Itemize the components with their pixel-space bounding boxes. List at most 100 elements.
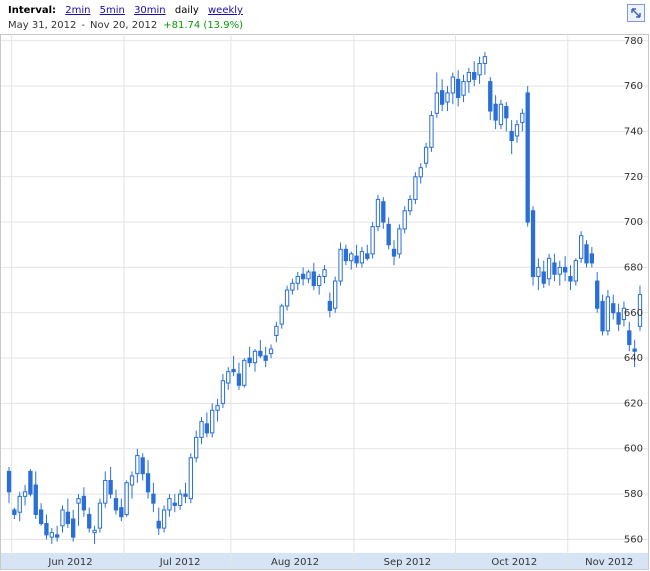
candle-body xyxy=(589,253,595,264)
candle-body xyxy=(274,325,279,336)
expand-button[interactable] xyxy=(627,4,645,22)
y-tick-label: 620 xyxy=(624,398,643,409)
candle-body xyxy=(135,455,140,475)
candle-body xyxy=(60,509,65,527)
candle-body xyxy=(145,473,151,493)
candle-body xyxy=(637,294,643,327)
candle-body xyxy=(172,502,177,506)
grid xyxy=(1,34,648,569)
candle-body xyxy=(140,457,145,475)
candle-body xyxy=(279,305,284,325)
y-tick-label: 560 xyxy=(624,534,643,545)
y-tick-label: 640 xyxy=(624,353,643,364)
candle-body xyxy=(38,509,44,525)
candle-body xyxy=(161,509,167,529)
candle-body xyxy=(493,103,498,121)
candle-body xyxy=(119,507,124,518)
interval-option[interactable]: 5min xyxy=(99,5,125,16)
candle-body xyxy=(311,271,316,287)
candle-body xyxy=(183,493,188,497)
candle-body xyxy=(290,282,295,291)
candle-body xyxy=(504,106,509,119)
candle-body xyxy=(252,350,258,364)
y-tick-label: 600 xyxy=(624,444,643,455)
candle-body xyxy=(231,368,236,373)
labels: 560 580 600 620 640 660 680 700 720 740 760 780 Jun … xyxy=(47,36,643,568)
candle-body xyxy=(477,62,482,76)
candle-body xyxy=(472,72,477,80)
candle-body xyxy=(220,380,226,404)
candle-body xyxy=(156,520,161,529)
candle-body xyxy=(49,532,54,538)
expand-icon xyxy=(631,8,641,18)
candle-body xyxy=(520,112,525,123)
candle-body xyxy=(17,495,22,513)
candle-body xyxy=(354,255,359,264)
interval-option[interactable]: 2min xyxy=(65,5,91,16)
candle-body xyxy=(423,146,429,164)
candle-body xyxy=(199,421,204,438)
candle-body xyxy=(327,300,333,311)
interval-label: Interval: xyxy=(8,5,57,16)
candle-body xyxy=(22,491,28,497)
candle-body xyxy=(611,303,616,314)
candle-body xyxy=(429,115,434,148)
candle-body xyxy=(295,276,300,284)
candle-body xyxy=(103,479,108,504)
candle-body xyxy=(573,260,578,282)
y-tick-label: 680 xyxy=(624,262,643,273)
interval-option[interactable]: 30min xyxy=(134,5,166,16)
y-tick-label: 700 xyxy=(624,217,643,228)
candle-body xyxy=(306,271,311,280)
candles xyxy=(6,52,643,544)
candle-body xyxy=(81,495,87,511)
candle-body xyxy=(456,78,461,98)
candle-body xyxy=(498,103,504,126)
candle-body xyxy=(546,257,552,280)
y-tick-label: 660 xyxy=(624,308,643,319)
candle-body xyxy=(600,300,605,332)
candle-body xyxy=(343,248,349,262)
candle-body xyxy=(370,226,375,255)
x-tick-label: Sep 2012 xyxy=(384,557,431,568)
candle-body xyxy=(466,72,472,83)
candle-body xyxy=(242,359,247,386)
candle-body xyxy=(488,81,493,112)
y-tick-label: 780 xyxy=(624,36,643,47)
candle-body xyxy=(167,498,172,511)
candle-body xyxy=(621,307,627,321)
candle-body xyxy=(627,330,632,345)
candle-body xyxy=(322,269,327,278)
candle-body xyxy=(76,498,81,504)
candle-body xyxy=(552,262,557,275)
candle-body xyxy=(247,357,252,364)
candle-body xyxy=(284,289,290,307)
candle-body xyxy=(236,373,242,386)
range-bar: May 31, 2012- Nov 20, 2012 +81.74 (13.9%) xyxy=(8,20,243,31)
candle-body xyxy=(188,457,193,500)
interval-bar: Interval: 2min 5min 30min daily weekly xyxy=(8,5,249,16)
interval-option[interactable]: weekly xyxy=(207,5,243,16)
x-tick-label: Nov 2012 xyxy=(585,557,633,568)
candle-body xyxy=(605,296,611,332)
candle-body xyxy=(397,228,402,255)
candle-body xyxy=(210,409,215,434)
candle-body xyxy=(616,312,621,325)
separator: - xyxy=(81,20,85,31)
candle-body xyxy=(194,436,199,459)
candle-body xyxy=(482,56,488,64)
candle-body xyxy=(215,405,220,411)
x-tick-label: Jul 2012 xyxy=(159,557,201,568)
candle-body xyxy=(530,210,536,278)
candle-body xyxy=(514,124,520,137)
candle-body xyxy=(28,470,33,495)
x-tick-label: Jun 2012 xyxy=(47,557,92,568)
candle-body xyxy=(33,484,38,515)
candle-body xyxy=(263,355,268,361)
candle-body xyxy=(536,266,541,278)
candle-body xyxy=(204,423,210,434)
candle-body xyxy=(434,92,439,114)
candle-body xyxy=(129,475,135,486)
